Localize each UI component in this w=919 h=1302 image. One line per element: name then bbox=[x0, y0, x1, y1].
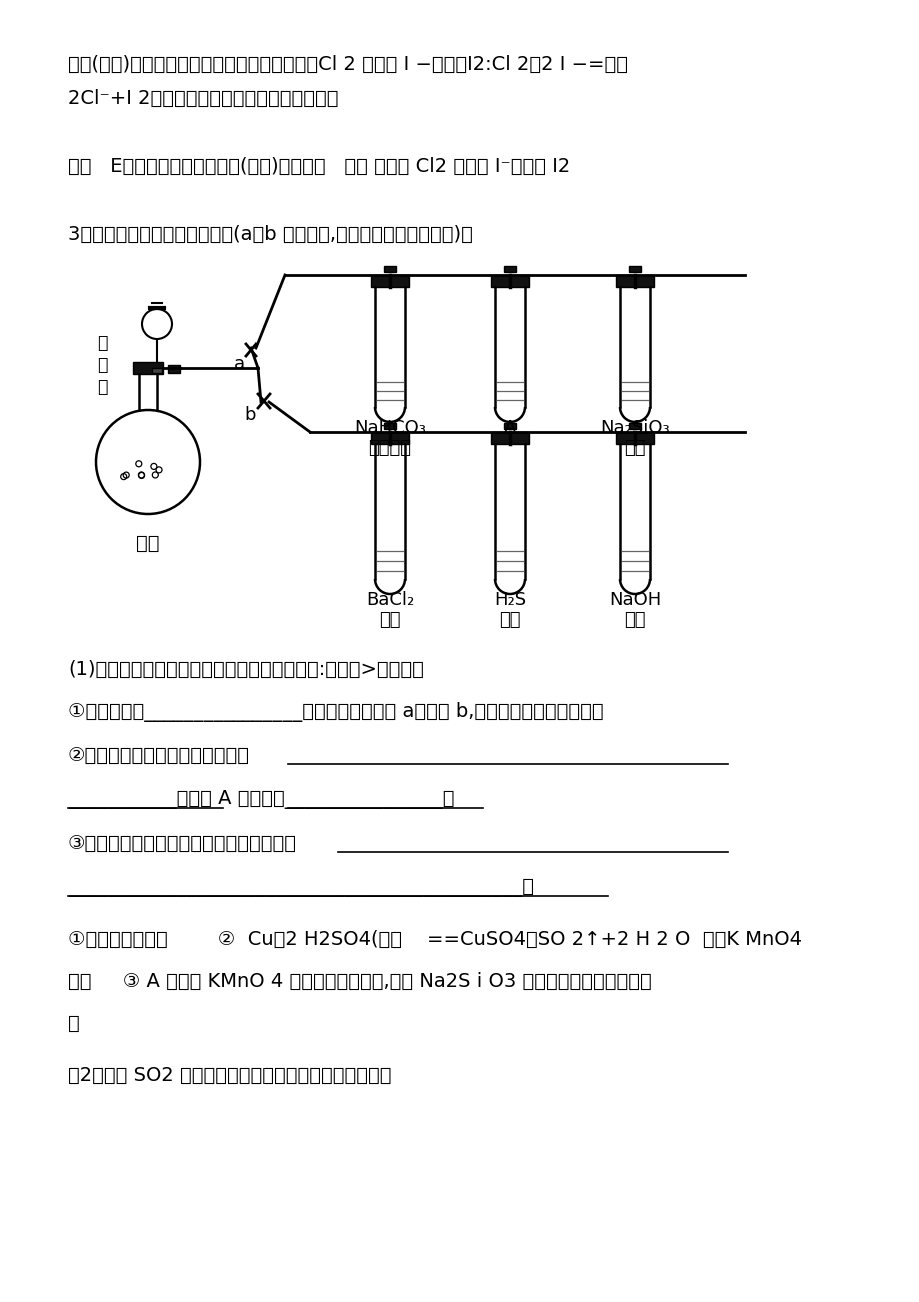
Bar bbox=[370, 275, 409, 286]
Text: BaCl₂: BaCl₂ bbox=[366, 591, 414, 609]
Text: b: b bbox=[244, 406, 255, 424]
Text: ___________。装置 A 中试剂是________________。: ___________。装置 A 中试剂是________________。 bbox=[68, 790, 454, 809]
Text: A: A bbox=[504, 419, 516, 437]
Bar bbox=[383, 423, 395, 428]
Text: 2Cl⁻+I 2，则不能阐明溴的非金属性比碘强。: 2Cl⁻+I 2，则不能阐明溴的非金属性比碘强。 bbox=[68, 89, 338, 108]
Text: （2）验证 SO2 的氧化性、还原性和酸性氧化物的通性。: （2）验证 SO2 的氧化性、还原性和酸性氧化物的通性。 bbox=[68, 1066, 391, 1085]
Text: (1)验证碳、硅非金属性的相对强弱（已知酸性:亚硫酸>碳酸）。: (1)验证碳、硅非金属性的相对强弱（已知酸性:亚硫酸>碳酸）。 bbox=[68, 660, 424, 680]
Bar bbox=[616, 432, 653, 444]
Text: 铜片: 铜片 bbox=[136, 534, 160, 553]
Bar bbox=[504, 266, 516, 272]
Text: ①连接仪器、________________、加药物后，打开 a、关闭 b,然后滴入浓硫酸，加热。: ①连接仪器、________________、加药物后，打开 a、关闭 b,然后… bbox=[68, 702, 603, 723]
Text: 3．根据规定完毕下列实验过程(a、b 为弹簧夹,加热及固定装置已略去)。: 3．根据规定完毕下列实验过程(a、b 为弹簧夹,加热及固定装置已略去)。 bbox=[68, 225, 472, 243]
Text: 饱和溶液: 饱和溶液 bbox=[369, 439, 411, 457]
Text: 溶液     ③ A 中酸性 KMnO 4 溶液没有完全褪色,盛有 Na2S i O3 溶液的试管中浮现白色沉: 溶液 ③ A 中酸性 KMnO 4 溶液没有完全褪色,盛有 Na2S i O3 … bbox=[68, 973, 651, 991]
Text: a: a bbox=[233, 355, 244, 372]
Bar bbox=[504, 423, 516, 428]
Text: ③能阐明碳的非金属性比硅强的实验现象是: ③能阐明碳的非金属性比硅强的实验现象是 bbox=[68, 835, 297, 853]
Bar bbox=[168, 365, 180, 372]
Bar bbox=[491, 432, 528, 444]
Text: NaHCO₃: NaHCO₃ bbox=[354, 419, 425, 437]
Text: 淀: 淀 bbox=[68, 1014, 80, 1032]
Bar bbox=[383, 266, 395, 272]
Text: H₂S: H₂S bbox=[494, 591, 526, 609]
Text: 浓
硫
酸: 浓 硫 酸 bbox=[96, 335, 108, 396]
Text: 溶液: 溶液 bbox=[624, 611, 645, 629]
Text: Na₂SiO₃: Na₂SiO₃ bbox=[599, 419, 669, 437]
Bar bbox=[133, 362, 163, 374]
Text: 答案   E中溶液分为两层，上层(苯层)为紫红色   不能 过量的 Cl2 也可将 I⁻氧化为 I2: 答案 E中溶液分为两层，上层(苯层)为紫红色 不能 过量的 Cl2 也可将 I⁻… bbox=[68, 158, 570, 176]
Text: 溶液: 溶液 bbox=[379, 611, 401, 629]
Bar bbox=[629, 423, 641, 428]
Text: 上层(苯层)为紫红色。但是若通入的氯气过量，Cl 2 也能将 I −转化为I2:Cl 2＋2 I −=＝＝: 上层(苯层)为紫红色。但是若通入的氯气过量，Cl 2 也能将 I −转化为I2:… bbox=[68, 55, 628, 74]
Bar bbox=[629, 266, 641, 272]
Bar bbox=[491, 275, 528, 286]
Bar bbox=[152, 368, 162, 372]
Text: NaOH: NaOH bbox=[608, 591, 661, 609]
Bar bbox=[616, 275, 653, 286]
Text: ①检查装置气密性        ②  Cu＋2 H2SO4(浓）    ==CuSO4＋SO 2↑+2 H 2 O  酸性K MnO4: ①检查装置气密性 ② Cu＋2 H2SO4(浓） ==CuSO4＋SO 2↑+2… bbox=[68, 930, 801, 949]
Text: ______________________________________________。: ________________________________________… bbox=[68, 878, 533, 897]
Text: 溶液: 溶液 bbox=[624, 439, 645, 457]
Bar bbox=[370, 432, 409, 444]
Text: 溶液: 溶液 bbox=[499, 611, 520, 629]
Text: ②铜与浓硫酸反映的化学方程式是: ②铜与浓硫酸反映的化学方程式是 bbox=[68, 746, 250, 766]
